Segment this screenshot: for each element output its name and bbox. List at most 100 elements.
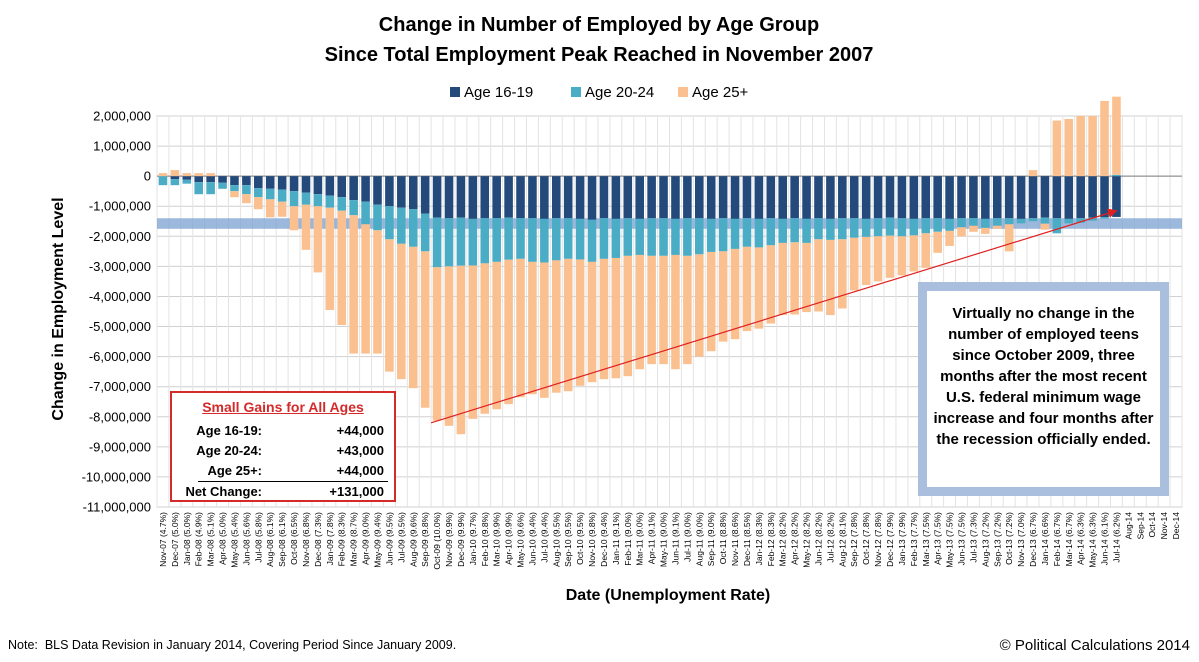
bar-age-16-19 (277, 176, 287, 190)
x-tick-label: Oct-14 (1147, 512, 1157, 538)
bar-age-25- (587, 261, 597, 383)
bar-age-25- (909, 235, 919, 272)
bar-age-20-24 (778, 218, 788, 243)
bar-age-16-19 (206, 176, 215, 183)
x-axis-title: Date (Unemployment Rate) (566, 587, 770, 604)
bar-age-25- (373, 230, 382, 354)
bar-age-20-24 (992, 218, 1002, 226)
bar-age-25- (981, 227, 990, 234)
bar-age-20-24 (254, 188, 263, 198)
bar-age-16-19 (337, 176, 347, 198)
bar-age-20-24 (575, 218, 585, 260)
bar-age-20-24 (313, 194, 323, 207)
bar-age-16-19 (289, 176, 299, 192)
bar-age-16-19 (826, 176, 835, 219)
legend-label: Age 25+ (692, 84, 749, 101)
x-tick-label: Nov-10 (9.8%) (587, 512, 597, 567)
bar-age-25- (671, 254, 680, 370)
bar-age-16-19 (397, 176, 406, 208)
bar-age-20-24 (838, 218, 847, 240)
bar-age-16-19 (992, 176, 1002, 219)
bar-age-20-24 (885, 217, 895, 236)
legend-swatch (450, 87, 460, 97)
bar-age-25- (611, 257, 621, 379)
x-tick-label: Sep-13 (7.2%) (992, 512, 1002, 567)
bar-age-16-19 (706, 176, 716, 219)
bar-age-25- (301, 204, 311, 250)
bar-age-25- (921, 233, 931, 268)
gains-row-value: +43,000 (336, 443, 384, 458)
x-tick-label: Sep-14 (1135, 512, 1145, 540)
bar-age-16-19 (1004, 176, 1014, 219)
gains-row: Net Change: +131,000 (172, 484, 394, 504)
x-tick-label: Aug-14 (1123, 512, 1133, 540)
gains-row-label: Net Change: (185, 484, 262, 499)
x-tick-label: Jun-12 (8.2%) (813, 512, 823, 566)
bar-age-16-19 (766, 176, 776, 219)
bar-age-16-19 (623, 176, 633, 219)
bar-age-25- (1004, 224, 1014, 252)
bar-age-16-19 (563, 176, 573, 219)
bar-age-16-19 (1112, 176, 1121, 217)
bar-age-20-24 (754, 218, 764, 248)
bar-age-25- (504, 259, 513, 405)
x-tick-labels: Nov-07 (4.7%) Dec-07 (5.0%) Jan-08 (5.0%) F… (158, 512, 1181, 570)
x-tick-label: Nov-12 (7.8%) (873, 512, 883, 567)
legend: Age 16-19 Age 20-24 Age 25+ (450, 84, 749, 101)
bar-age-25- (206, 173, 215, 177)
bar-age-20-24 (599, 218, 609, 259)
bar-age-20-24 (432, 217, 442, 268)
bar-age-25- (432, 267, 442, 421)
bar-age-25- (885, 235, 895, 278)
bar-age-16-19 (849, 176, 859, 219)
bar-age-16-19 (933, 176, 942, 219)
bar-age-20-24 (420, 213, 430, 252)
bar-age-20-24 (647, 218, 656, 256)
x-tick-label: Feb-13 (7.7%) (909, 512, 919, 566)
bar-age-20-24 (230, 185, 239, 192)
x-tick-label: Mar-12 (8.2%) (778, 512, 788, 566)
x-tick-label: Dec-11 (8.5%) (742, 512, 752, 566)
bar-age-16-19 (349, 176, 358, 201)
bar-age-20-24 (504, 217, 513, 260)
x-tick-label: Dec-14 (1171, 512, 1181, 540)
x-tick-label: Apr-13 (7.5%) (933, 512, 943, 565)
bar-age-20-24 (492, 218, 501, 262)
bar-age-16-19 (432, 176, 442, 218)
bar-age-25- (849, 237, 859, 291)
bar-age-16-19 (861, 176, 871, 219)
bar-age-16-19 (790, 176, 799, 219)
x-tick-label: Jul-13 (7.3%) (968, 512, 978, 563)
bar-age-20-24 (170, 179, 180, 186)
bar-age-25- (277, 201, 287, 217)
x-tick-label: Aug-09 (9.6%) (408, 512, 418, 567)
x-tick-label: Jan-10 (9.7%) (468, 512, 478, 566)
bar-age-25- (528, 261, 537, 395)
x-tick-label: Oct-08 (6.5%) (289, 512, 299, 565)
bar-age-16-19 (516, 176, 525, 219)
y-tick-label: -6,000,000 (89, 349, 151, 364)
x-tick-label: Aug-11 (9.0%) (694, 512, 704, 566)
y-tick-label: -1,000,000 (89, 199, 151, 214)
x-tick-label: Feb-09 (8.3%) (337, 512, 347, 566)
x-tick-label: Jul-10 (9.4%) (539, 512, 549, 563)
bar-age-20-24 (933, 218, 942, 232)
bar-age-25- (325, 207, 335, 310)
x-tick-label: Jun-08 (5.6%) (241, 512, 251, 566)
x-tick-label: Mar-11 (9.0%) (635, 512, 645, 566)
y-tick-label: -4,000,000 (89, 289, 151, 304)
bar-age-25- (551, 260, 561, 393)
x-tick-label: Jul-14 (6.2%) (1111, 512, 1121, 563)
bar-age-16-19 (325, 176, 335, 196)
callout-text: Virtually no change in the number of emp… (933, 305, 1154, 448)
bar-age-16-19 (599, 176, 609, 219)
y-tick-label: 0 (144, 169, 151, 184)
x-tick-label: May-14 (6.3%) (1088, 512, 1098, 568)
bar-age-25- (194, 173, 204, 177)
bar-age-16-19 (945, 176, 954, 219)
bar-age-20-24 (182, 179, 192, 184)
bar-age-16-19 (540, 176, 549, 219)
bar-age-25- (444, 266, 454, 426)
bar-age-25- (814, 239, 823, 312)
bar-age-25- (254, 197, 263, 210)
